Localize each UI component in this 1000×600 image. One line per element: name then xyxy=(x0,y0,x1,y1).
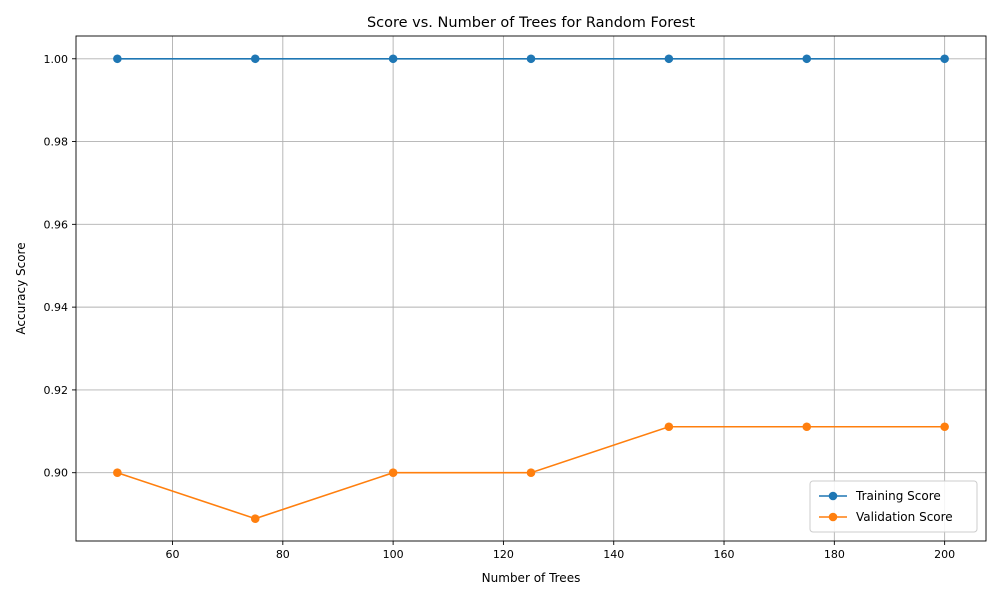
series-training-score xyxy=(113,54,949,64)
axis-ticks: 60 80 100 120 140 160 180 200 0.90 0.92 0.94 0.96 0.… xyxy=(44,53,956,561)
x-tick-label: 140 xyxy=(603,548,624,561)
data-point xyxy=(802,54,812,64)
data-point xyxy=(802,422,812,432)
series-layer xyxy=(113,54,949,523)
legend-item: Validation Score xyxy=(819,510,953,524)
x-tick-label: 120 xyxy=(493,548,514,561)
legend-label: Training Score xyxy=(855,489,941,503)
data-point xyxy=(250,514,260,523)
y-tick-label: 0.90 xyxy=(44,467,69,480)
x-tick-label: 160 xyxy=(714,548,735,561)
data-point xyxy=(388,54,398,64)
legend-marker xyxy=(828,491,838,501)
y-tick-label: 0.98 xyxy=(44,136,69,149)
x-tick-label: 180 xyxy=(824,548,845,561)
data-point xyxy=(526,468,536,478)
y-tick-label: 0.92 xyxy=(44,384,69,397)
legend-box xyxy=(809,480,978,533)
data-point xyxy=(664,54,674,64)
y-axis-label: Accuracy Score xyxy=(14,242,28,334)
y-tick-label: 1.00 xyxy=(44,53,69,66)
data-point xyxy=(940,54,949,64)
legend-item: Training Score xyxy=(819,489,941,503)
x-axis-label: Number of Trees xyxy=(482,571,581,585)
data-point xyxy=(388,468,398,478)
x-tick-label: 200 xyxy=(934,548,955,561)
data-point xyxy=(250,54,260,64)
data-point xyxy=(664,422,674,432)
series-validation-score xyxy=(113,422,949,523)
chart-title: Score vs. Number of Trees for Random For… xyxy=(367,15,695,31)
x-tick-label: 100 xyxy=(383,548,404,561)
grid xyxy=(76,36,986,541)
data-point xyxy=(526,54,536,64)
legend-marker xyxy=(828,512,838,522)
plot-frame xyxy=(75,35,987,542)
data-point xyxy=(113,468,122,478)
x-tick-label: 80 xyxy=(276,548,290,561)
data-point xyxy=(113,54,122,64)
legend: Training Score Validation Score xyxy=(809,480,978,533)
y-tick-label: 0.94 xyxy=(44,301,69,314)
x-tick-label: 60 xyxy=(166,548,180,561)
data-point xyxy=(940,422,949,432)
y-tick-label: 0.96 xyxy=(44,218,69,231)
legend-label: Validation Score xyxy=(856,510,953,524)
